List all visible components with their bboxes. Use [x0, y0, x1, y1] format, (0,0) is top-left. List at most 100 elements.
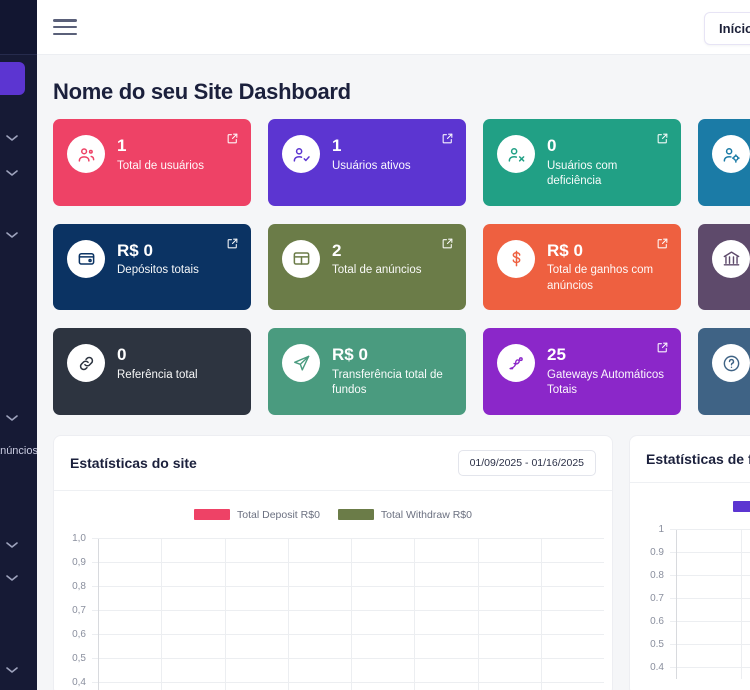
y-tick-label: 0.8 [650, 569, 664, 581]
stat-card-body: R$ 0 Transferência total de fundos [332, 344, 452, 399]
chart-legend: Total Deposit R$0 Total Withdraw R$0 [62, 509, 604, 521]
panel-body: 1 0.9 0.8 0.7 0.6 0.5 0.4 [630, 483, 750, 679]
stat-card-active-users[interactable]: 1 Usuários ativos [268, 119, 466, 206]
stat-card-label: Depósitos totais [117, 264, 199, 277]
stat-card-label: Transferência total de fundos [332, 368, 443, 397]
stat-card-total-users[interactable]: 1 Total de usuários [53, 119, 251, 206]
y-tick-label: 0,5 [72, 653, 86, 665]
chart-legend [638, 500, 750, 512]
legend-item-withdraw[interactable]: Total Withdraw R$0 [337, 509, 472, 521]
users-icon [67, 135, 105, 173]
sidebar-item-label-anuncios[interactable]: anúncios [0, 445, 37, 457]
send-plane-icon [282, 344, 320, 383]
chart-gridrow: 0,7 [62, 599, 604, 623]
stat-card-label: Total de usuários [117, 159, 204, 172]
hamburger-menu-icon[interactable] [53, 17, 77, 37]
chart-gridrow: 0,4 [62, 671, 604, 690]
stat-card-grid: 1 Total de usuários 1 [53, 119, 750, 415]
gateway-icon [497, 344, 535, 383]
chart-gridrow: 0,5 [62, 647, 604, 671]
stat-card-body: 25 Gateways Automáticos Totais [547, 344, 667, 399]
user-check-icon [282, 135, 320, 173]
stat-card-label: Referência total [117, 368, 198, 381]
stat-card-value: R$ 0 [117, 240, 153, 260]
sidebar-item-chevron-2[interactable] [4, 168, 20, 178]
stat-card-value: R$ 0 [332, 345, 368, 365]
stat-card-value: 1 [117, 136, 127, 155]
sidebar-item-chevron-4[interactable] [4, 413, 20, 423]
y-tick-label: 0.7 [650, 592, 664, 604]
site-statistics-chart: 1,0 0,9 0,8 0,7 0,6 0,5 0,4 [62, 527, 604, 690]
sidebar-brand-area [0, 0, 37, 55]
stat-card-total-referrals[interactable]: 0 Referência total [53, 328, 251, 415]
sidebar-item-chevron-1[interactable] [4, 133, 20, 143]
ad-banner-icon [282, 239, 320, 278]
chart-panels: Estatísticas do site 01/09/2025 - 01/16/… [53, 434, 750, 690]
chart-gridrow: 0,6 [62, 623, 604, 647]
stat-card-body: 1 Total de usuários [117, 135, 204, 174]
stat-card-value: 25 [547, 345, 566, 365]
y-tick-label: 1 [658, 523, 664, 535]
stat-card-value: 2 [332, 240, 342, 260]
gridline [670, 574, 750, 576]
legend-item-funds[interactable] [732, 500, 750, 512]
y-tick-label: 0,7 [72, 605, 86, 617]
stat-card-support[interactable] [698, 328, 750, 415]
content-area: Nome do seu Site Dashboard 1 Total de us… [37, 55, 750, 690]
external-link-icon[interactable] [656, 132, 669, 145]
panel-body: Total Deposit R$0 Total Withdraw R$0 [54, 491, 612, 690]
site-statistics-panel: Estatísticas do site 01/09/2025 - 01/16/… [53, 434, 613, 690]
chart-gridrow: 1 [638, 518, 750, 541]
external-link-icon[interactable] [441, 132, 454, 145]
y-tick-label: 0.5 [650, 638, 664, 650]
external-link-icon[interactable] [441, 237, 454, 250]
external-link-icon[interactable] [656, 341, 669, 354]
date-range-picker[interactable]: 01/09/2025 - 01/16/2025 [457, 449, 596, 476]
stat-card-ad-earnings[interactable]: R$ 0 Total de ganhos com anúncios [483, 223, 681, 311]
stat-card-body: 0 Referência total [117, 344, 198, 383]
stat-card-fund-transfer[interactable]: R$ 0 Transferência total de fundos [268, 328, 466, 415]
legend-swatch [337, 509, 374, 521]
external-link-icon[interactable] [656, 237, 669, 250]
panel-header: Estatísticas de fundos [630, 436, 750, 483]
home-button[interactable]: Início [704, 12, 750, 45]
stat-card-body: 2 Total de anúncios [332, 240, 422, 279]
funds-statistics-chart: 1 0.9 0.8 0.7 0.6 0.5 0.4 [638, 518, 750, 679]
stat-card-total-ads[interactable]: 2 Total de anúncios [268, 223, 466, 311]
top-bar-actions: Início [704, 12, 750, 45]
wallet-icon [67, 239, 105, 278]
chart-gridrow: 0.6 [638, 610, 750, 633]
stat-card-value: R$ 0 [547, 240, 583, 260]
stat-card-label: Usuários ativos [332, 159, 411, 172]
y-tick-label: 0.6 [650, 615, 664, 627]
sidebar-active-item[interactable] [0, 62, 25, 95]
gridline [92, 538, 604, 540]
sidebar-item-chevron-6[interactable] [4, 573, 20, 583]
gridline [670, 643, 750, 645]
gridline [670, 528, 750, 530]
chart-gridrow: 0,8 [62, 575, 604, 599]
gridline [92, 634, 604, 636]
stat-card-auto-gateways[interactable]: 25 Gateways Automáticos Totais [483, 328, 681, 415]
external-link-icon[interactable] [226, 132, 239, 145]
stat-card-value: 0 [117, 345, 127, 365]
stat-card-value: 1 [332, 136, 342, 155]
external-link-icon[interactable] [226, 237, 239, 250]
y-tick-label: 0,9 [72, 557, 86, 569]
gridline [92, 658, 604, 660]
stat-card-disabled-users[interactable]: 0 Usuários com deficiência [483, 119, 681, 206]
stat-card-total-deposits[interactable]: R$ 0 Depósitos totais [53, 223, 251, 311]
top-bar: Início [37, 0, 750, 55]
sidebar-item-chevron-7[interactable] [4, 665, 20, 675]
sidebar-item-chevron-5[interactable] [4, 540, 20, 550]
legend-item-deposit[interactable]: Total Deposit R$0 [194, 509, 320, 521]
y-tick-label: 0.4 [650, 661, 664, 673]
stat-card-bank[interactable] [698, 223, 750, 311]
gridline [670, 666, 750, 668]
stat-card-user-settings[interactable] [698, 119, 750, 206]
stat-card-body: R$ 0 Total de ganhos com anúncios [547, 240, 667, 295]
stat-card-body: 1 Usuários ativos [332, 135, 411, 174]
sidebar-item-chevron-3[interactable] [4, 230, 20, 240]
stat-card-body: 0 Usuários com deficiência [547, 135, 667, 190]
